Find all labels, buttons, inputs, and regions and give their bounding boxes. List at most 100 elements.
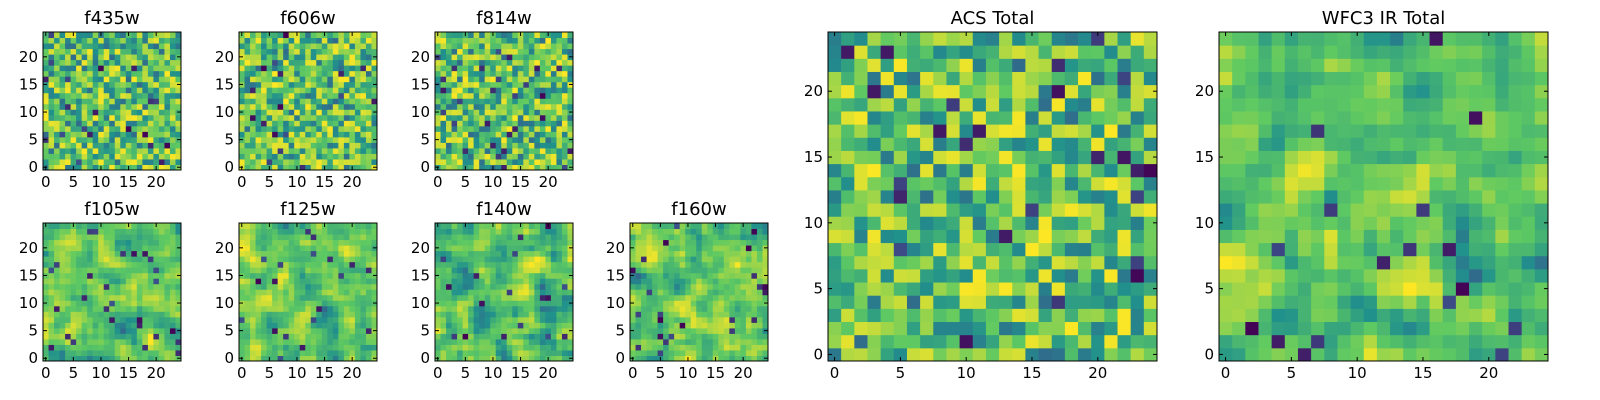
heatmap-cell bbox=[316, 114, 323, 121]
heatmap-cell bbox=[630, 261, 637, 268]
heatmap-cell bbox=[327, 322, 334, 329]
heatmap-cell bbox=[283, 333, 290, 340]
heatmap-cell bbox=[120, 294, 127, 301]
heatmap-cell bbox=[371, 228, 378, 235]
heatmap-cell bbox=[142, 305, 149, 312]
heatmap-cell bbox=[332, 239, 339, 246]
heatmap-cell bbox=[479, 125, 486, 132]
heatmap-cell bbox=[76, 349, 83, 356]
heatmap-cell bbox=[490, 65, 497, 72]
heatmap-cell bbox=[528, 300, 535, 307]
heatmap-cell bbox=[501, 338, 508, 345]
heatmap-cell bbox=[841, 282, 855, 296]
heatmap-cell bbox=[707, 239, 714, 246]
heatmap-cell bbox=[756, 338, 763, 345]
heatmap-cell bbox=[1104, 229, 1119, 244]
heatmap-cell bbox=[299, 267, 306, 274]
heatmap-cell bbox=[517, 76, 524, 83]
heatmap-cell bbox=[446, 322, 453, 329]
heatmap-cell bbox=[169, 120, 176, 127]
heatmap-cell bbox=[723, 223, 730, 230]
heatmap-cell bbox=[43, 37, 50, 44]
heatmap-cell bbox=[371, 37, 378, 44]
heatmap-cell bbox=[365, 256, 372, 263]
heatmap-cell bbox=[534, 114, 541, 121]
heatmap-cell bbox=[756, 333, 763, 340]
heatmap-cell bbox=[239, 87, 246, 94]
heatmap-cell bbox=[1091, 189, 1105, 204]
heatmap-cell bbox=[327, 300, 334, 307]
heatmap-cell bbox=[696, 239, 703, 246]
heatmap-cell bbox=[343, 114, 350, 121]
heatmap-cell bbox=[545, 267, 552, 274]
heatmap-cell bbox=[1078, 203, 1092, 217]
heatmap-cell bbox=[250, 158, 257, 165]
heatmap-cell bbox=[668, 300, 675, 307]
heatmap-cell bbox=[316, 48, 323, 55]
heatmap-cell bbox=[277, 103, 284, 110]
heatmap-cell bbox=[451, 311, 458, 318]
heatmap-cell bbox=[255, 81, 262, 88]
heatmap-cell bbox=[266, 327, 273, 334]
heatmap-cell bbox=[153, 316, 160, 323]
heatmap-cell bbox=[1091, 321, 1105, 336]
heatmap-cell bbox=[272, 256, 279, 263]
heatmap-cell bbox=[435, 59, 442, 66]
heatmap-cell bbox=[70, 125, 77, 132]
heatmap-cell bbox=[630, 250, 637, 257]
heatmap-cell bbox=[354, 228, 361, 235]
heatmap-cell bbox=[244, 87, 251, 94]
heatmap-cell bbox=[867, 334, 882, 349]
heatmap-cell bbox=[365, 81, 372, 88]
heatmap-cell bbox=[125, 300, 132, 307]
heatmap-cell bbox=[65, 81, 72, 88]
heatmap-cell bbox=[169, 338, 176, 345]
heatmap-cell bbox=[48, 234, 55, 241]
heatmap-cell bbox=[523, 245, 530, 252]
heatmap-cell bbox=[125, 245, 132, 252]
heatmap-cell bbox=[153, 338, 160, 345]
heatmap-cell bbox=[125, 37, 132, 44]
heatmap-cell bbox=[657, 267, 664, 274]
y-tick-label: 20 bbox=[606, 239, 625, 257]
heatmap-cell bbox=[723, 300, 730, 307]
heatmap-cell bbox=[164, 114, 171, 121]
heatmap-cell bbox=[316, 245, 323, 252]
heatmap-cell bbox=[316, 70, 323, 77]
heatmap-cell bbox=[652, 278, 659, 285]
heatmap-cell bbox=[98, 136, 105, 143]
heatmap-cell bbox=[175, 344, 182, 351]
heatmap-cell bbox=[451, 267, 458, 274]
heatmap-cell bbox=[371, 267, 378, 274]
heatmap-cell bbox=[841, 216, 855, 230]
heatmap-cell bbox=[630, 234, 637, 241]
heatmap-cell bbox=[142, 43, 149, 50]
heatmap-cell bbox=[539, 245, 546, 252]
heatmap-cell bbox=[740, 256, 747, 263]
heatmap-cell bbox=[490, 125, 497, 132]
heatmap-cell bbox=[893, 255, 908, 270]
heatmap-cell bbox=[54, 65, 61, 72]
heatmap-cell bbox=[550, 153, 557, 160]
heatmap-cell bbox=[153, 158, 160, 165]
heatmap-cell bbox=[338, 131, 345, 138]
heatmap-cell bbox=[490, 344, 497, 351]
heatmap-cell bbox=[114, 327, 121, 334]
heatmap-cell bbox=[690, 289, 697, 296]
heatmap-cell bbox=[360, 311, 367, 318]
heatmap-cell bbox=[999, 176, 1013, 191]
heatmap-cell bbox=[468, 43, 475, 50]
heatmap-cell bbox=[663, 338, 670, 345]
heatmap-cell bbox=[43, 322, 50, 329]
heatmap-cell bbox=[299, 278, 306, 285]
heatmap-cell bbox=[740, 333, 747, 340]
heatmap-cell bbox=[343, 32, 350, 39]
heatmap-cell bbox=[495, 103, 502, 110]
heatmap-cell bbox=[451, 147, 458, 154]
heatmap-cell bbox=[70, 103, 77, 110]
heatmap-cell bbox=[283, 289, 290, 296]
heatmap-cell bbox=[479, 316, 486, 323]
heatmap-cell bbox=[343, 59, 350, 66]
heatmap-cell bbox=[365, 125, 372, 132]
heatmap-cell bbox=[294, 278, 301, 285]
